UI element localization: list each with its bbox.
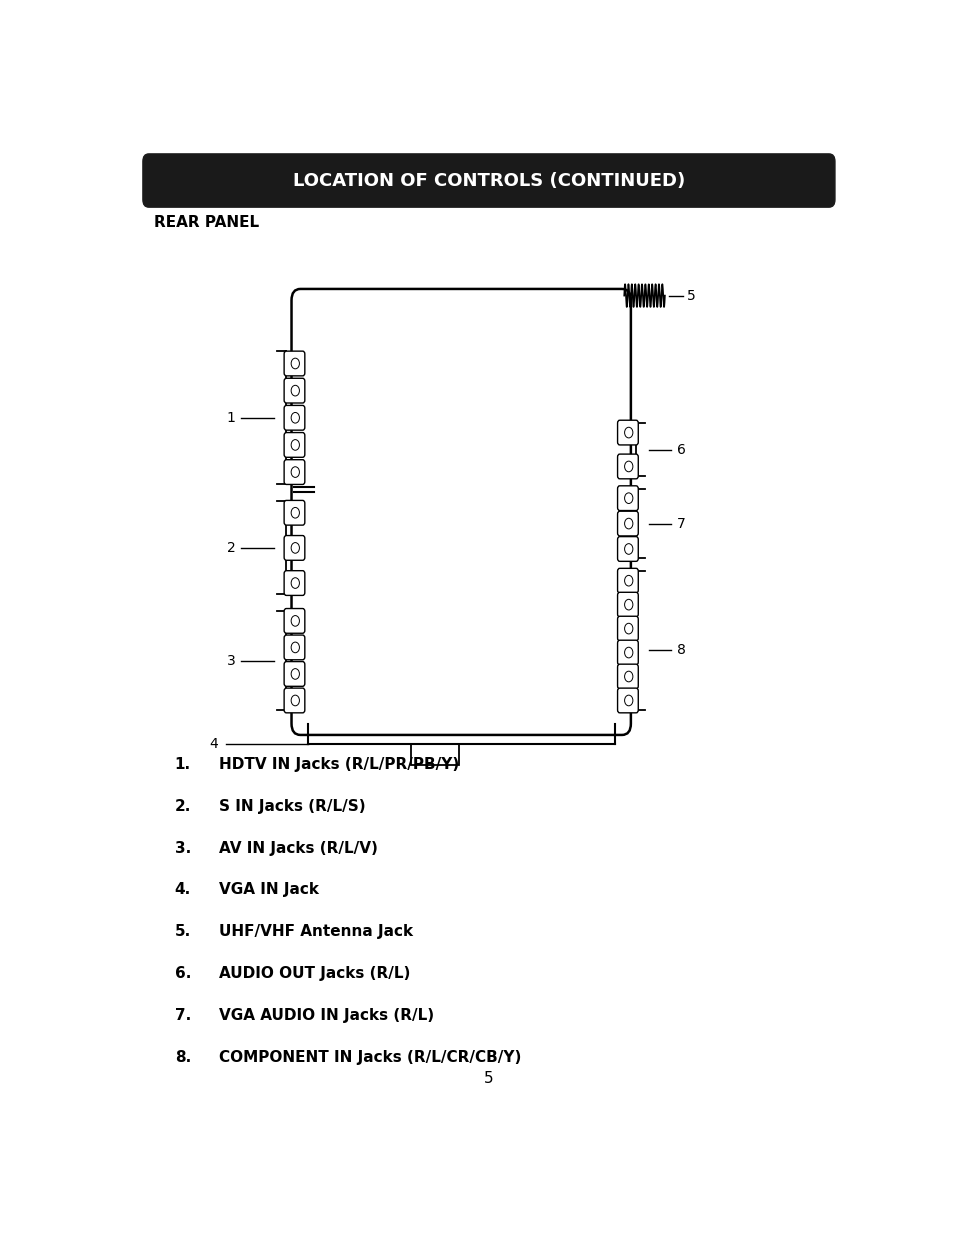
- Text: 5: 5: [686, 289, 695, 303]
- Circle shape: [624, 427, 632, 438]
- Circle shape: [624, 695, 632, 705]
- FancyBboxPatch shape: [284, 459, 305, 484]
- Text: 2.: 2.: [174, 799, 191, 814]
- FancyBboxPatch shape: [617, 420, 638, 445]
- Circle shape: [291, 358, 299, 369]
- FancyBboxPatch shape: [617, 664, 638, 689]
- FancyBboxPatch shape: [617, 616, 638, 641]
- FancyBboxPatch shape: [617, 593, 638, 618]
- Circle shape: [291, 440, 299, 451]
- FancyBboxPatch shape: [617, 640, 638, 664]
- FancyBboxPatch shape: [617, 454, 638, 479]
- Circle shape: [291, 467, 299, 478]
- Bar: [411, 745, 459, 766]
- Text: 4: 4: [209, 737, 217, 751]
- Text: 2: 2: [227, 541, 235, 555]
- Circle shape: [291, 508, 299, 519]
- Text: 5.: 5.: [174, 924, 191, 940]
- Circle shape: [624, 519, 632, 529]
- Text: VGA AUDIO IN Jacks (R/L): VGA AUDIO IN Jacks (R/L): [219, 1008, 434, 1023]
- Circle shape: [624, 647, 632, 658]
- Text: 6.: 6.: [174, 966, 191, 981]
- Circle shape: [624, 671, 632, 682]
- Text: 1: 1: [226, 411, 235, 425]
- Circle shape: [291, 642, 299, 653]
- FancyBboxPatch shape: [284, 500, 305, 525]
- Circle shape: [291, 412, 299, 424]
- FancyBboxPatch shape: [284, 635, 305, 659]
- Circle shape: [291, 695, 299, 705]
- Text: S IN Jacks (R/L/S): S IN Jacks (R/L/S): [219, 799, 365, 814]
- Circle shape: [291, 578, 299, 588]
- Text: 6: 6: [676, 442, 685, 457]
- FancyBboxPatch shape: [617, 688, 638, 713]
- Text: LOCATION OF CONTROLS (CONTINUED): LOCATION OF CONTROLS (CONTINUED): [293, 172, 684, 189]
- Text: COMPONENT IN Jacks (R/L/CR/CB/Y): COMPONENT IN Jacks (R/L/CR/CB/Y): [219, 1050, 521, 1065]
- Text: 8.: 8.: [174, 1050, 191, 1065]
- Text: UHF/VHF Antenna Jack: UHF/VHF Antenna Jack: [219, 924, 413, 940]
- FancyBboxPatch shape: [284, 536, 305, 561]
- Circle shape: [624, 461, 632, 472]
- Text: 7.: 7.: [174, 1008, 191, 1023]
- FancyBboxPatch shape: [617, 568, 638, 593]
- Circle shape: [624, 576, 632, 587]
- Text: 8: 8: [676, 643, 685, 657]
- Circle shape: [624, 493, 632, 504]
- Text: REAR PANEL: REAR PANEL: [153, 215, 259, 230]
- Circle shape: [624, 624, 632, 634]
- Circle shape: [291, 668, 299, 679]
- FancyBboxPatch shape: [284, 662, 305, 687]
- FancyBboxPatch shape: [284, 432, 305, 457]
- Text: AUDIO OUT Jacks (R/L): AUDIO OUT Jacks (R/L): [219, 966, 410, 981]
- Text: 3: 3: [227, 653, 235, 668]
- FancyBboxPatch shape: [617, 485, 638, 510]
- FancyBboxPatch shape: [284, 378, 305, 403]
- Circle shape: [291, 542, 299, 553]
- FancyBboxPatch shape: [292, 289, 630, 735]
- FancyBboxPatch shape: [284, 688, 305, 713]
- FancyBboxPatch shape: [284, 405, 305, 430]
- FancyBboxPatch shape: [284, 351, 305, 375]
- Text: HDTV IN Jacks (R/L/PR/PB/Y): HDTV IN Jacks (R/L/PR/PB/Y): [219, 757, 458, 772]
- Circle shape: [291, 615, 299, 626]
- FancyBboxPatch shape: [143, 154, 834, 207]
- Text: AV IN Jacks (R/L/V): AV IN Jacks (R/L/V): [219, 841, 377, 856]
- Circle shape: [624, 599, 632, 610]
- FancyBboxPatch shape: [284, 571, 305, 595]
- Circle shape: [624, 543, 632, 555]
- Text: 5: 5: [483, 1071, 494, 1086]
- Text: VGA IN Jack: VGA IN Jack: [219, 883, 318, 898]
- Text: 1.: 1.: [174, 757, 191, 772]
- Circle shape: [291, 385, 299, 396]
- FancyBboxPatch shape: [617, 511, 638, 536]
- FancyBboxPatch shape: [284, 609, 305, 634]
- FancyBboxPatch shape: [617, 537, 638, 562]
- Text: 7: 7: [676, 516, 685, 531]
- Text: 4.: 4.: [174, 883, 191, 898]
- Text: 3.: 3.: [174, 841, 191, 856]
